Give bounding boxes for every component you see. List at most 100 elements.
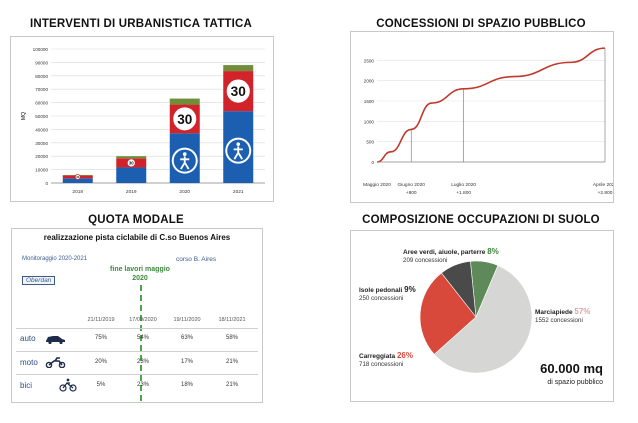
big-value: 60.000 mq [540,361,603,376]
bar [62,178,93,183]
slice-count: 209 concessioni [403,257,447,264]
pedestrian-body [233,146,243,160]
monitoraggio-label: Monitoraggio 2020-2021 [22,256,88,262]
y-tick-label: 50000 [35,114,48,119]
pedestrian-head [182,152,187,156]
table-cell: 75% [94,335,107,341]
sign-label: 30 [177,112,192,127]
column-header: 17/09/2020 [129,317,157,323]
table-cell: 18% [180,382,193,388]
y-tick-label: 500 [366,140,374,145]
bar-segment [116,156,147,159]
speed-limit-sign-icon [74,174,81,180]
occupazioni-title: COMPOSIZIONE OCCUPAZIONI DI SUOLO [362,214,600,226]
slice-label: Marciapiede 57% [535,307,590,316]
motorcycle-icon [45,357,66,368]
tattica-bar-chart: 0 10000 20000 30000 40000 50000 60000 70000 8000… [21,47,265,206]
occupazioni-chart-frame: Marciapiede 57% 1552 concessioni Carreggia… [350,230,614,402]
concessioni-title: CONCESSIONI DI SPAZIO PUBBLICO [376,18,586,30]
tattica-chart-frame: 0 10000 20000 30000 40000 50000 60000 70000 8000… [10,36,274,206]
table-cell: 58% [225,335,238,341]
x-tick-sublabel: +2.800 [598,190,613,196]
pedestrian-body [180,156,190,170]
car-icon [46,336,65,344]
slice-label: Aree verdi, aiuole, parterre 8% [403,247,499,256]
fine-lavori-line [140,285,142,401]
table-divider [16,351,258,352]
concessioni-chart-frame: 0 500 1000 1500 2000 2500 Maggio 2020 Giugno 20… [350,31,617,203]
table-cell: 21% [225,382,238,388]
y-tick-label: 0 [371,160,374,165]
row-label-moto: moto [20,358,38,367]
sign-label: 30 [231,84,247,99]
table-divider [16,328,258,329]
y-tick-label: 70000 [35,87,48,92]
oberdan-label: Oberdan [22,276,56,285]
speed-limit-sign-icon [126,158,136,168]
quota-table: realizzazione pista ciclabile di C.so Bu… [11,228,263,403]
slice-count: 718 concessioni [359,361,403,368]
y-tick-label: 2500 [364,58,375,63]
concessioni-line [376,47,606,163]
y-tick-label: 20000 [35,154,48,159]
speed-limit-sign-icon [223,76,253,106]
table-cell: 23% [136,382,149,388]
table-cell: 63% [180,335,193,341]
y-tick-label: 30000 [35,141,48,146]
y-tick-label: 80000 [35,74,48,79]
y-tick-label: 10000 [35,168,48,173]
slice-count: 250 concessioni [359,295,403,302]
table-cell: 21% [225,359,238,365]
pie-slice [433,265,533,374]
x-tick-sublabel: +800 [406,190,417,196]
bar-segment [223,65,254,72]
table-divider [16,374,258,375]
table-cell: 5% [96,382,106,388]
slice-count: 1552 concessioni [535,317,583,324]
pie-slice [440,260,477,318]
x-tick-label: 2018 [72,189,83,195]
table-cell: 17% [180,359,193,365]
y-axis-label: MQ [21,112,27,120]
bar-segment [169,98,200,105]
quota-title: QUOTA MODALE [88,214,184,226]
corso-label: corso B. Aires [176,256,217,263]
concessioni-line-chart: 0 500 1000 1500 2000 2500 Maggio 2020 Giugno 20… [363,47,617,196]
table-cell: 54% [136,335,149,341]
y-tick-label: 2000 [364,79,375,84]
slice-label: Isole pedonali 9% [359,285,416,294]
y-tick-label: 90000 [35,60,48,65]
pedestrian-head [236,142,241,146]
column-header: 18/11/2021 [218,317,246,323]
y-tick-label: 1500 [364,99,375,104]
y-tick-label: 1000 [364,119,375,124]
y-tick-label: 60000 [35,101,48,106]
sign-label: 30 [76,175,79,179]
x-tick-label: 2020 [179,189,190,195]
x-tick-label: 2021 [233,189,244,195]
pie-slice [419,272,477,355]
column-header: 19/11/2020 [173,317,201,323]
big-caption: di spazio pubblico [547,379,603,386]
column-header: 21/11/2019 [87,317,115,323]
bar [116,167,147,183]
speed-limit-sign-icon [170,104,200,134]
bicycle-icon [59,378,77,392]
y-tick-label: 40000 [35,127,48,132]
quota-subtitle: realizzazione pista ciclabile di C.so Bu… [43,233,231,242]
slice-label: Carreggiata 26% [359,351,413,360]
sign-label: 30 [129,160,134,165]
x-tick-label: 2019 [126,189,137,195]
x-tick-label: Aprile 2021 [593,182,613,188]
x-tick-label: Giugno 2020 [397,182,425,188]
fine-lavori-label: fine lavori maggio 2020 [110,266,170,282]
y-tick-label: 0 [45,181,48,186]
tattica-title: INTERVENTI DI URBANISTICA TATTICA [29,18,253,30]
row-label-bici: bici [20,381,33,390]
row-label-auto: auto [20,334,36,343]
x-tick-sublabel: +1.800 [456,190,471,196]
x-tick-label: Maggio 2020 [363,182,391,188]
x-tick-label: Luglio 2020 [451,182,476,188]
occupazioni-pie-chart: Marciapiede 57%1552 concessioni Carreggia… [359,247,603,386]
table-cell: 23% [136,359,149,365]
